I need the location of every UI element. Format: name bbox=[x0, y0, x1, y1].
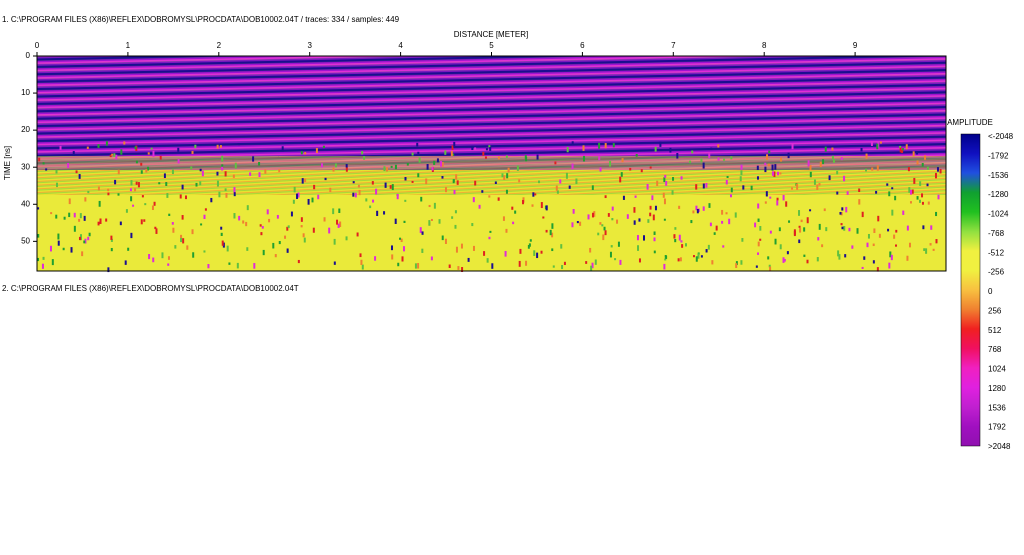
colorbar-label: 0 bbox=[988, 287, 993, 296]
x-tick-label: 3 bbox=[307, 41, 312, 50]
colorbar-label: 768 bbox=[988, 345, 1002, 354]
colorbar-label: -512 bbox=[988, 248, 1005, 257]
x-tick-label: 1 bbox=[126, 41, 131, 50]
colorbar-label: 1792 bbox=[988, 423, 1006, 432]
colorbar-label: -1792 bbox=[988, 151, 1009, 160]
colorbar-label: >2048 bbox=[988, 442, 1011, 451]
colorbar-title: AMPLITUDE bbox=[947, 118, 993, 127]
x-axis-title: DISTANCE [METER] bbox=[454, 30, 529, 39]
colorbar-label: 1536 bbox=[988, 403, 1006, 412]
y-axis-title: TIME [ns] bbox=[3, 146, 12, 180]
colorbar bbox=[960, 133, 981, 447]
file-line-1: 1. C:\PROGRAM FILES (X86)\REFLEX\DOBROMY… bbox=[2, 15, 400, 24]
y-tick-label: 30 bbox=[21, 162, 30, 171]
colorbar-label: -1280 bbox=[988, 190, 1009, 199]
colorbar-label: 256 bbox=[988, 306, 1002, 315]
colorbar-label: 512 bbox=[988, 326, 1002, 335]
x-tick-label: 8 bbox=[762, 41, 767, 50]
x-tick-label: 0 bbox=[35, 41, 40, 50]
x-tick-label: 6 bbox=[580, 41, 585, 50]
y-tick-label: 0 bbox=[26, 51, 31, 60]
x-tick-label: 4 bbox=[398, 41, 403, 50]
y-tick-label: 20 bbox=[21, 125, 30, 134]
x-tick-label: 9 bbox=[853, 41, 858, 50]
x-tick-label: 2 bbox=[217, 41, 222, 50]
colorbar-label: -256 bbox=[988, 268, 1005, 277]
x-tick-label: 5 bbox=[489, 41, 494, 50]
file-line-2: 2. C:\PROGRAM FILES (X86)\REFLEX\DOBROMY… bbox=[2, 284, 299, 293]
y-tick-label: 10 bbox=[21, 88, 30, 97]
y-tick-label: 40 bbox=[21, 199, 30, 208]
y-tick-label: 50 bbox=[21, 236, 30, 245]
colorbar-label: 1024 bbox=[988, 365, 1006, 374]
radargram bbox=[37, 56, 946, 273]
x-tick-label: 7 bbox=[671, 41, 676, 50]
colorbar-label: -1024 bbox=[988, 210, 1009, 219]
colorbar-label: -768 bbox=[988, 229, 1005, 238]
colorbar-label: 1280 bbox=[988, 384, 1006, 393]
colorbar-label: <-2048 bbox=[988, 132, 1014, 141]
colorbar-label: -1536 bbox=[988, 171, 1009, 180]
